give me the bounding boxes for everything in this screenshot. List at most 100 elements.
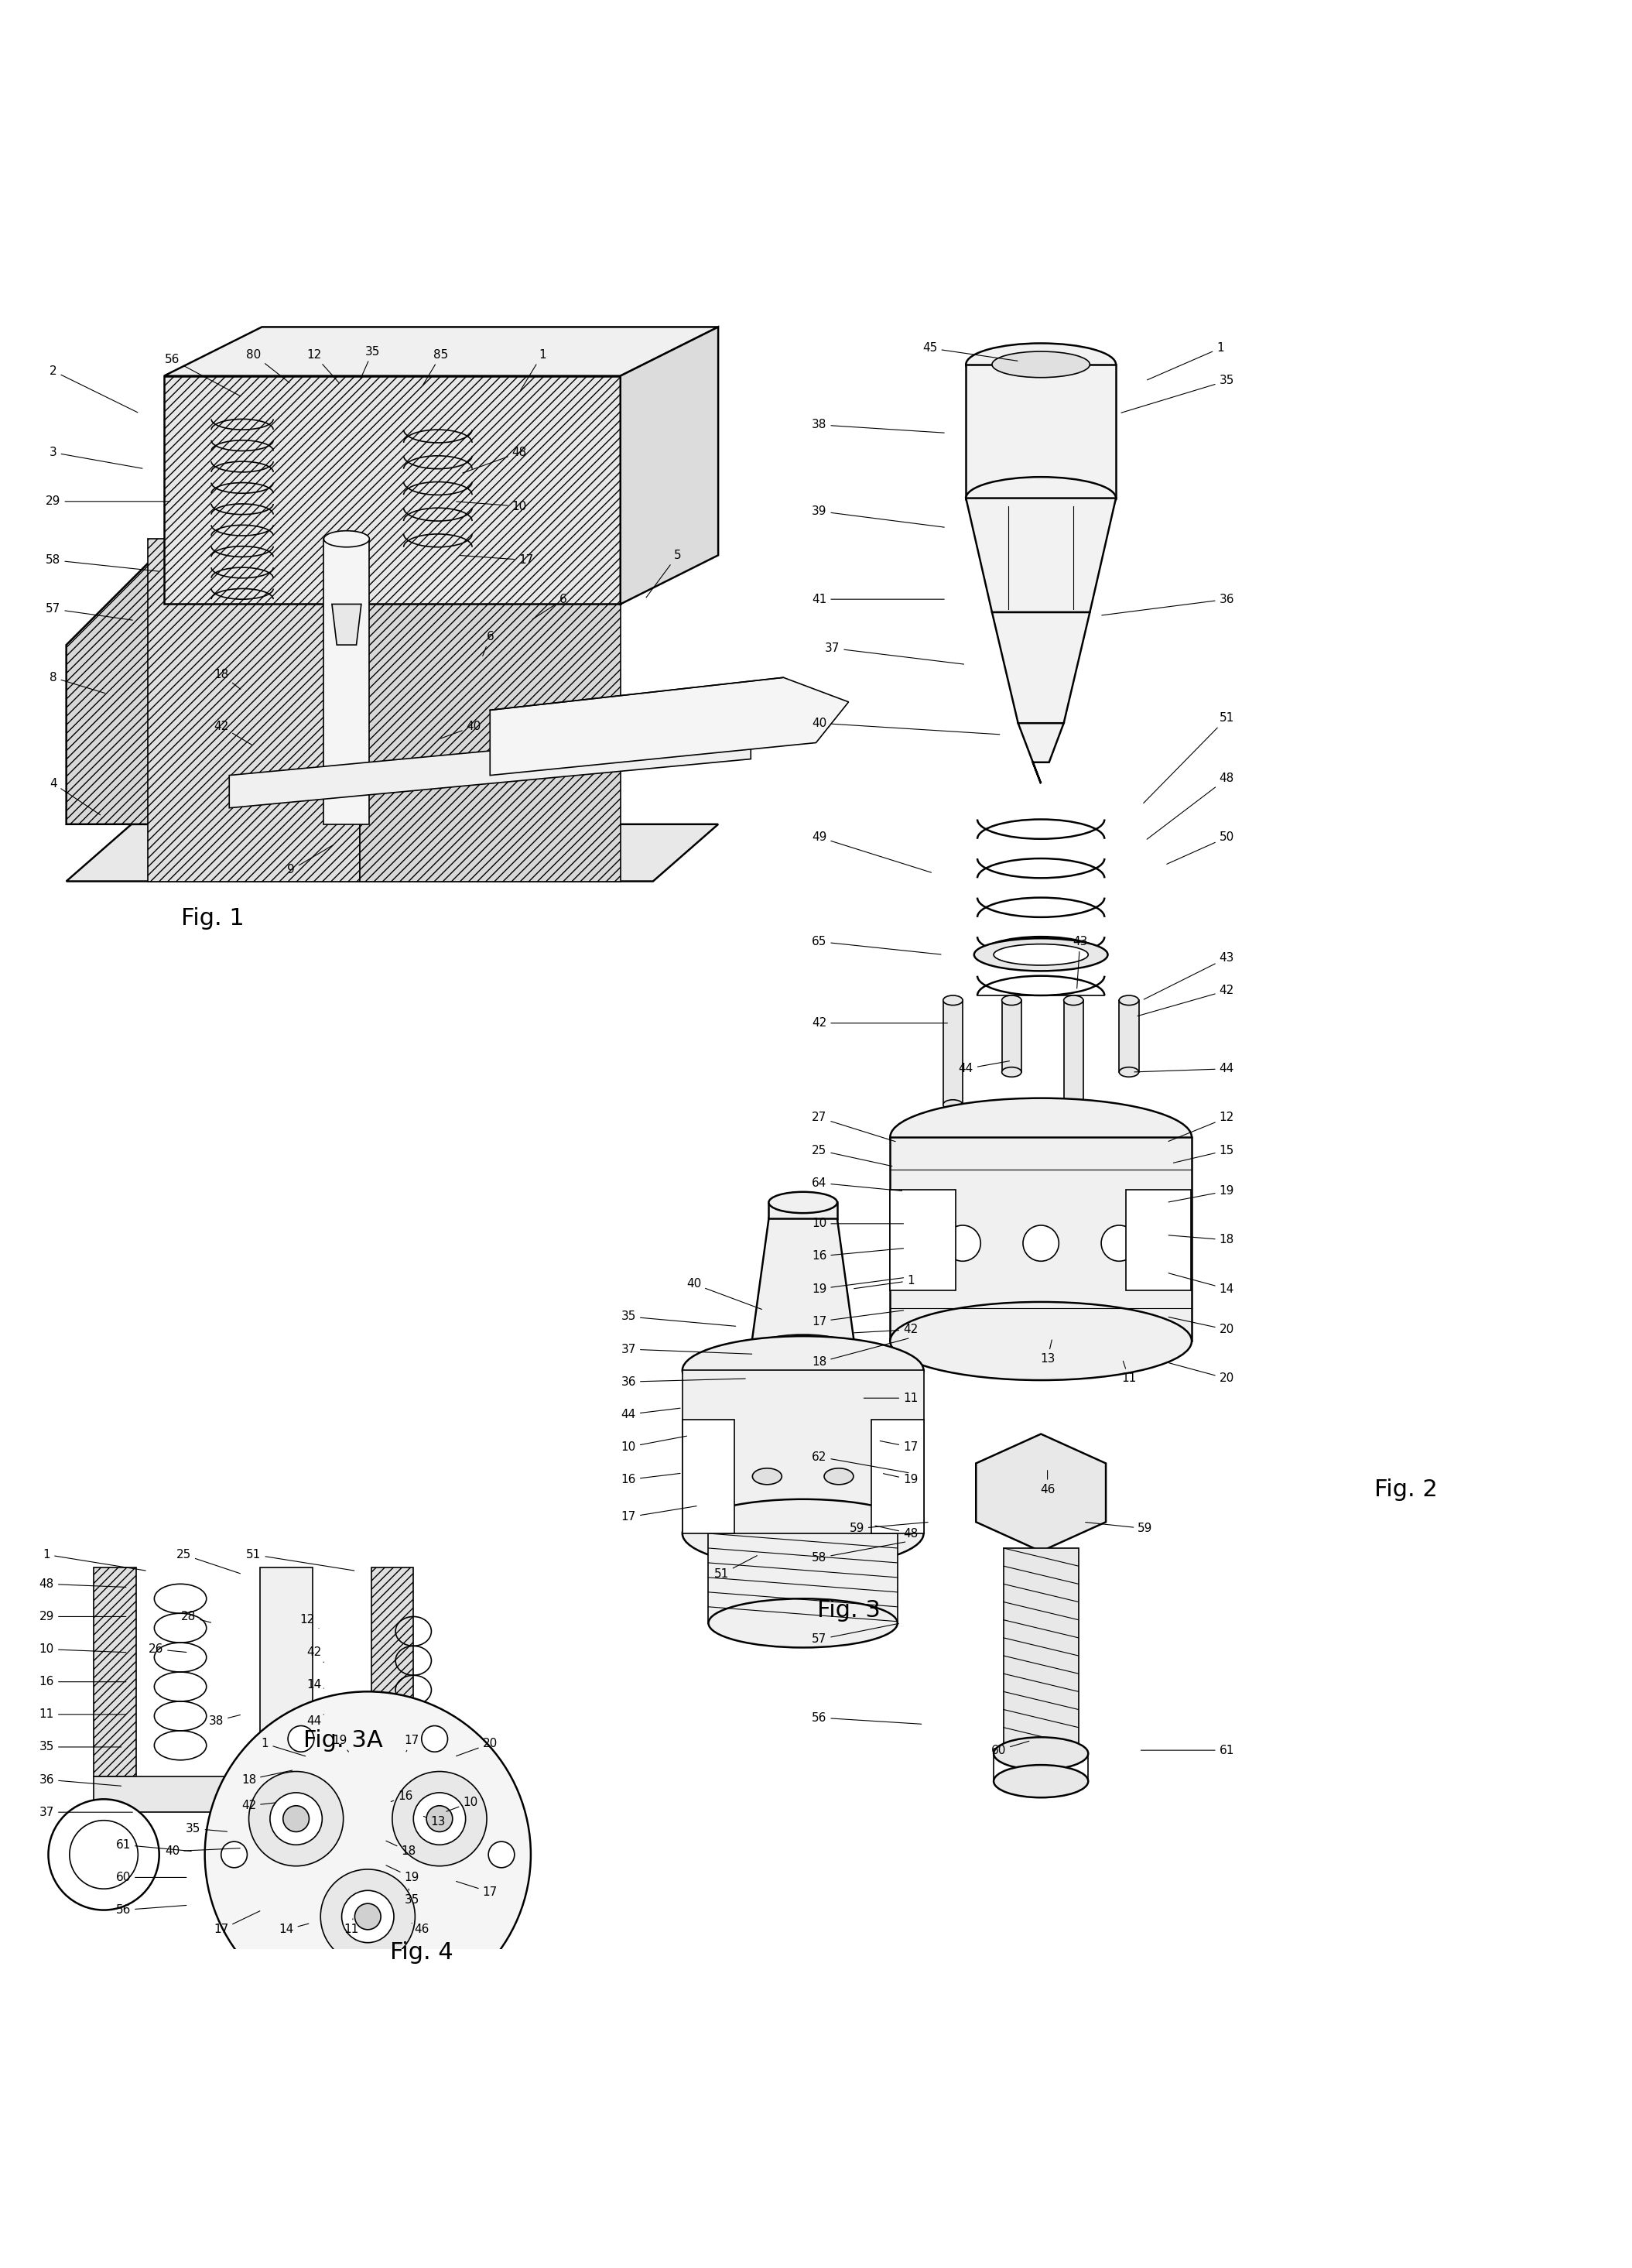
Text: 80: 80 xyxy=(246,349,289,383)
Text: 14: 14 xyxy=(1169,1272,1234,1295)
Ellipse shape xyxy=(889,1302,1191,1381)
Ellipse shape xyxy=(70,1821,139,1889)
Text: 56: 56 xyxy=(116,1905,186,1916)
Bar xyxy=(682,1420,734,1533)
Ellipse shape xyxy=(421,1957,447,1984)
Text: 62: 62 xyxy=(811,1452,909,1472)
Polygon shape xyxy=(751,1218,855,1349)
Text: 48: 48 xyxy=(39,1579,126,1590)
Text: Fig. 2: Fig. 2 xyxy=(1374,1479,1438,1501)
Ellipse shape xyxy=(341,1892,393,1944)
Text: 13: 13 xyxy=(424,1817,446,1828)
Text: 38: 38 xyxy=(811,420,945,433)
Polygon shape xyxy=(165,327,718,376)
Text: 17: 17 xyxy=(622,1506,697,1522)
Text: 14: 14 xyxy=(279,1923,308,1935)
Bar xyxy=(889,1188,955,1290)
Text: 1: 1 xyxy=(261,1737,305,1755)
Text: 60: 60 xyxy=(116,1871,186,1882)
Text: 20: 20 xyxy=(1169,1363,1234,1383)
Bar xyxy=(95,1776,413,1812)
Text: 85: 85 xyxy=(423,349,449,386)
Text: 61: 61 xyxy=(1141,1744,1234,1755)
Text: 42: 42 xyxy=(1138,984,1234,1016)
Text: 38: 38 xyxy=(209,1715,240,1726)
Text: 41: 41 xyxy=(811,594,945,606)
Text: Fig. 4: Fig. 4 xyxy=(390,1941,454,1964)
Bar xyxy=(1002,1000,1022,1073)
Text: 45: 45 xyxy=(922,342,1018,361)
Ellipse shape xyxy=(1120,996,1139,1005)
Polygon shape xyxy=(490,678,849,776)
Ellipse shape xyxy=(1002,1068,1022,1077)
Text: 27: 27 xyxy=(811,1111,896,1141)
Text: 17: 17 xyxy=(405,1735,419,1751)
Ellipse shape xyxy=(943,996,963,1005)
Text: 36: 36 xyxy=(622,1377,746,1388)
Polygon shape xyxy=(620,327,718,603)
Polygon shape xyxy=(67,823,718,882)
Text: 51: 51 xyxy=(1144,712,1234,803)
Text: 14: 14 xyxy=(307,1678,323,1692)
Text: 59: 59 xyxy=(1085,1522,1152,1535)
Bar xyxy=(95,1567,137,1776)
Ellipse shape xyxy=(320,1869,415,1964)
Text: 44: 44 xyxy=(622,1408,681,1420)
Text: 36: 36 xyxy=(39,1774,121,1785)
Text: 17: 17 xyxy=(214,1912,259,1935)
Bar xyxy=(1120,1000,1139,1073)
Text: 35: 35 xyxy=(186,1823,227,1835)
Bar xyxy=(259,1567,312,1776)
Text: 11: 11 xyxy=(863,1393,917,1404)
Text: 13: 13 xyxy=(1040,1340,1054,1365)
Text: 42: 42 xyxy=(854,1325,917,1336)
Text: 43: 43 xyxy=(1072,937,1087,989)
Ellipse shape xyxy=(269,1792,322,1844)
Text: 9: 9 xyxy=(287,846,333,875)
Text: 42: 42 xyxy=(307,1647,323,1662)
Text: 35: 35 xyxy=(39,1742,121,1753)
Ellipse shape xyxy=(752,1467,782,1486)
Ellipse shape xyxy=(282,1805,308,1833)
Text: 12: 12 xyxy=(300,1615,318,1628)
Text: 19: 19 xyxy=(387,1864,419,1882)
Text: 12: 12 xyxy=(1169,1111,1234,1141)
Text: 48: 48 xyxy=(875,1526,917,1540)
Text: 11: 11 xyxy=(39,1708,126,1719)
Ellipse shape xyxy=(966,342,1116,386)
Ellipse shape xyxy=(488,1842,514,1867)
Ellipse shape xyxy=(1102,1225,1138,1261)
Text: 29: 29 xyxy=(39,1610,126,1622)
Bar xyxy=(943,1000,963,1105)
Ellipse shape xyxy=(769,1193,837,1213)
Text: 35: 35 xyxy=(1121,374,1234,413)
Text: 56: 56 xyxy=(811,1712,922,1724)
Bar xyxy=(889,1136,1191,1340)
Text: 42: 42 xyxy=(811,1018,948,1030)
Text: 11: 11 xyxy=(344,1919,359,1935)
Polygon shape xyxy=(228,726,751,807)
Bar xyxy=(708,1533,898,1624)
Bar xyxy=(682,1370,924,1533)
Text: Fig. 1: Fig. 1 xyxy=(181,907,245,930)
Text: 46: 46 xyxy=(411,1923,429,1935)
Text: 4: 4 xyxy=(49,778,100,814)
Text: 6: 6 xyxy=(483,631,494,655)
Ellipse shape xyxy=(1064,996,1084,1005)
Text: 57: 57 xyxy=(46,603,132,619)
Text: 51: 51 xyxy=(715,1556,757,1581)
Polygon shape xyxy=(966,499,1116,612)
Text: 8: 8 xyxy=(49,671,104,694)
Text: 18: 18 xyxy=(242,1771,292,1785)
Ellipse shape xyxy=(994,943,1089,966)
Text: 58: 58 xyxy=(46,553,158,572)
Ellipse shape xyxy=(1023,1225,1059,1261)
Ellipse shape xyxy=(1002,996,1022,1005)
Polygon shape xyxy=(359,531,620,882)
Text: 1: 1 xyxy=(1147,342,1224,381)
Polygon shape xyxy=(976,1433,1106,1551)
Text: 44: 44 xyxy=(958,1061,1010,1075)
Text: 6: 6 xyxy=(532,594,568,619)
Text: 65: 65 xyxy=(811,937,942,955)
Bar xyxy=(1064,1000,1084,1105)
